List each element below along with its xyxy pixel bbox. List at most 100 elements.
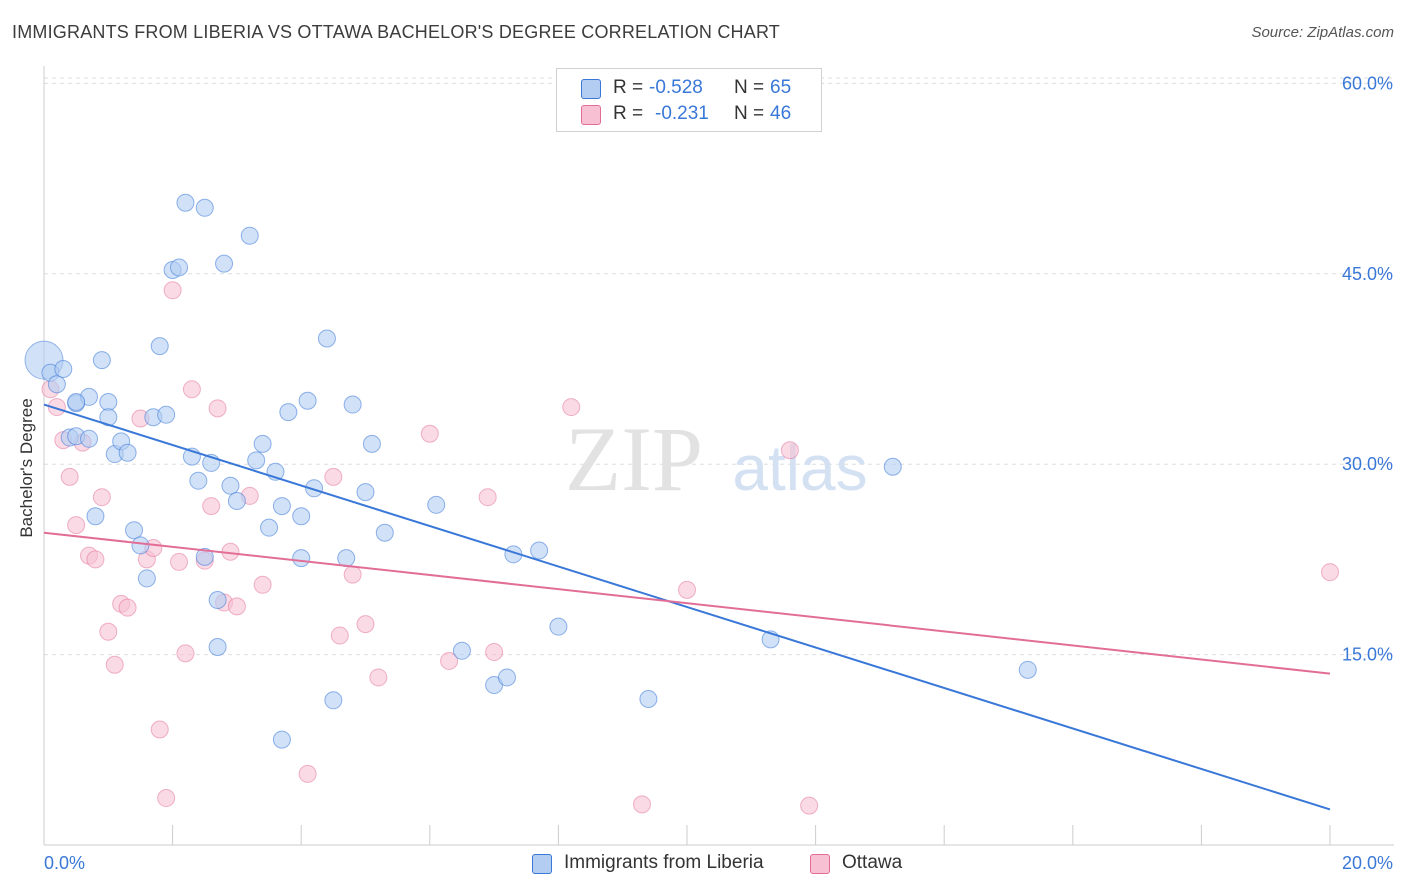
watermark: ZIP atlas: [565, 408, 868, 510]
liberia-point: [292, 549, 311, 568]
legend-label-liberia: Immigrants from Liberia: [564, 852, 764, 873]
ottawa-point: [800, 796, 819, 815]
grid-lines: [44, 77, 1394, 656]
ottawa-point: [356, 615, 375, 634]
liberia-point: [47, 375, 66, 394]
liberia-point: [195, 547, 214, 566]
liberia-point: [427, 495, 446, 514]
liberia-point: [195, 198, 214, 217]
liberia-point: [305, 479, 324, 498]
ottawa-point: [343, 565, 362, 584]
ottawa-point: [202, 497, 221, 516]
ottawa-point: [485, 643, 504, 662]
ottawa-point: [420, 424, 439, 443]
liberia-point: [272, 497, 291, 516]
ottawa-point: [67, 516, 86, 535]
watermark-zip: ZIP: [565, 408, 703, 510]
n-value: 46: [770, 103, 792, 124]
n-label: N =: [734, 77, 765, 98]
liberia-point: [356, 483, 375, 502]
x-tick-label: 20.0%: [1342, 853, 1393, 873]
liberia-point: [92, 351, 111, 370]
liberia-point: [118, 443, 137, 462]
liberia-point: [131, 536, 150, 555]
y-tick-label: 30.0%: [1342, 454, 1393, 474]
liberia-point: [362, 434, 381, 453]
liberia-point: [54, 359, 73, 378]
liberia-point: [272, 730, 291, 749]
liberia-trend-line: [43, 403, 1331, 811]
liberia-swatch: [532, 854, 552, 874]
liberia-point: [317, 329, 336, 348]
ottawa-swatch: [581, 105, 601, 125]
liberia-point: [497, 668, 516, 687]
ottawa-point: [369, 668, 388, 687]
liberia-point: [337, 549, 356, 568]
ottawa-point: [86, 550, 105, 569]
liberia-point: [189, 471, 208, 490]
liberia-points: [24, 193, 1037, 749]
ottawa-point: [92, 488, 111, 507]
source-note: Source: ZipAtlas.com: [1251, 24, 1394, 41]
ottawa-point: [150, 720, 169, 739]
ottawa-point: [182, 380, 201, 399]
ottawa-point: [632, 795, 651, 814]
r-label: R =: [613, 77, 644, 98]
ottawa-point: [105, 655, 124, 674]
ottawa-point: [298, 764, 317, 783]
ottawa-point: [780, 441, 799, 460]
watermark-atlas: atlas: [732, 432, 867, 504]
ottawa-point: [163, 281, 182, 300]
liberia-point: [452, 641, 471, 660]
liberia-point: [137, 569, 156, 588]
liberia-point: [639, 690, 658, 709]
liberia-point: [86, 507, 105, 526]
correlation-legend: R = -0.528 N = 65 R = -0.231 N = 46: [556, 68, 822, 132]
y-tick-label: 60.0%: [1342, 73, 1393, 93]
ottawa-point: [678, 580, 696, 599]
ottawa-points: [41, 281, 1339, 815]
y-tick-label: 45.0%: [1342, 264, 1393, 284]
liberia-point: [157, 405, 176, 424]
chart-title: IMMIGRANTS FROM LIBERIA VS OTTAWA BACHEL…: [12, 22, 781, 42]
liberia-point: [253, 434, 272, 453]
ottawa-point: [99, 622, 118, 641]
liberia-point: [99, 392, 118, 411]
axes: [43, 66, 1394, 846]
liberia-point: [324, 691, 343, 710]
trend-lines: [43, 403, 1331, 811]
liberia-point: [279, 403, 298, 422]
liberia-swatch: [581, 79, 601, 99]
liberia-point: [80, 429, 99, 448]
liberia-point: [883, 457, 902, 476]
liberia-point: [260, 518, 279, 537]
ottawa-swatch: [810, 854, 830, 874]
r-label: R =: [613, 103, 644, 124]
liberia-point: [67, 392, 86, 411]
n-value: 65: [770, 77, 792, 98]
liberia-point: [292, 507, 311, 526]
liberia-point: [208, 637, 227, 656]
x-tick-label: 0.0%: [44, 853, 85, 873]
tick-labels: 15.0% 30.0% 45.0% 60.0% 0.0% 20.0%: [44, 73, 1393, 873]
legend-label-ottawa: Ottawa: [842, 852, 903, 873]
liberia-point: [247, 451, 266, 470]
ottawa-point: [562, 398, 581, 417]
ottawa-point: [60, 467, 79, 486]
ottawa-point: [176, 644, 195, 663]
liberia-point: [240, 226, 259, 245]
liberia-point: [343, 395, 362, 414]
ottawa-point: [170, 552, 189, 571]
ottawa-point: [227, 597, 246, 616]
liberia-point: [176, 193, 195, 212]
liberia-point: [150, 337, 169, 356]
ottawa-point: [1321, 563, 1339, 582]
liberia-point: [530, 541, 549, 560]
ottawa-trend-line: [43, 531, 1331, 675]
liberia-point: [298, 391, 317, 410]
liberia-point: [227, 492, 246, 511]
liberia-point: [375, 523, 394, 542]
ottawa-point: [324, 467, 343, 486]
liberia-point: [549, 617, 568, 636]
